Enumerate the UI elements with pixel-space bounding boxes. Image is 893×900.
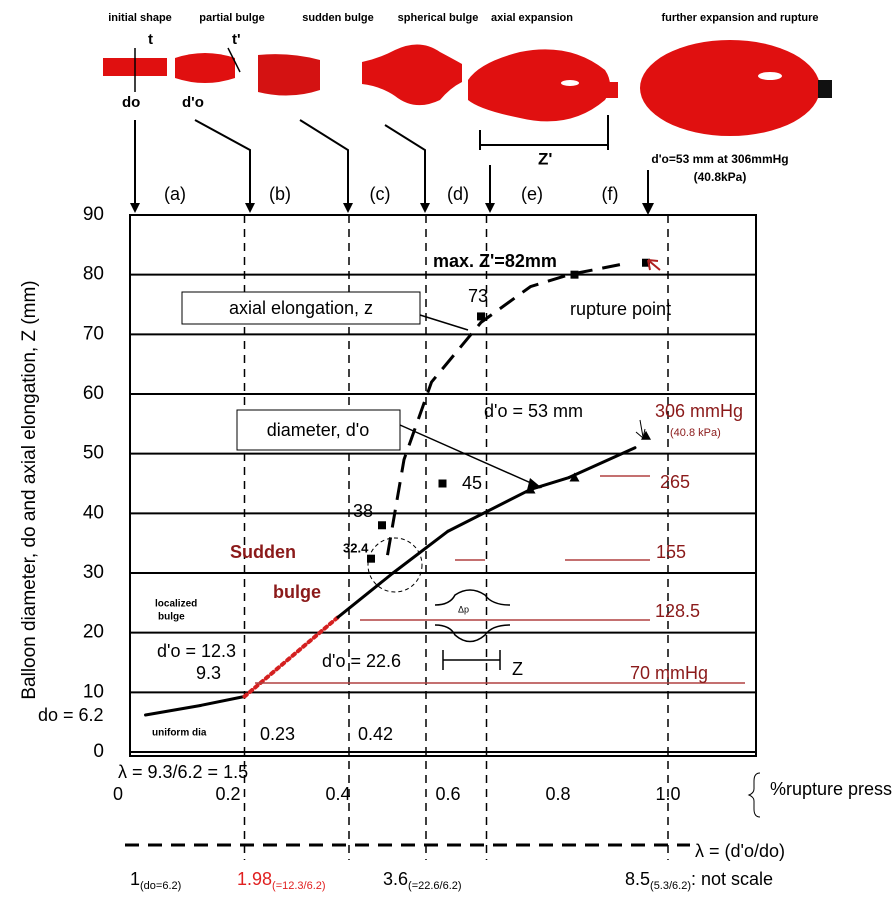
y-tick-label: 90	[83, 204, 104, 225]
line-segment	[336, 571, 395, 619]
marker	[569, 472, 580, 482]
series-line	[386, 261, 630, 556]
annotation: rupture point	[570, 299, 671, 319]
legend-entry: axial elongation, z	[229, 298, 373, 318]
y-tick-label: 10	[83, 681, 104, 702]
lambda-tick: 3.6(=22.6/6.2)	[383, 869, 462, 892]
pressure-lines	[255, 475, 745, 684]
annotation: localized	[155, 599, 197, 610]
annotation: 73	[468, 286, 488, 306]
lambda-tick: 8.5(5.3/6.2): not scale	[625, 869, 773, 892]
marker	[367, 554, 375, 563]
highlight	[367, 537, 423, 593]
annotation: Z	[512, 659, 523, 679]
marker	[438, 479, 447, 488]
stage-name: further expansion and rupture	[661, 12, 818, 24]
top-label: t'	[232, 31, 241, 48]
y-tick-label: 20	[83, 622, 104, 643]
lambda-tick: 1.98(=12.3/6.2)	[237, 869, 326, 892]
x-tick-label: 0.6	[435, 784, 460, 804]
annotation: 0.23	[260, 724, 295, 744]
annotation: Sudden	[230, 542, 296, 562]
callout	[635, 419, 646, 439]
annotation: d'o = 53 mm	[484, 401, 583, 421]
callout	[399, 424, 541, 488]
x-tick-label: 0	[113, 784, 123, 804]
annotation: do = 6.2	[38, 705, 104, 725]
x-tick-label: 0.8	[545, 784, 570, 804]
top-label: d'o=53 mm at 306mmHg	[651, 152, 788, 166]
sketch	[434, 589, 511, 670]
legend-box	[181, 291, 421, 325]
top-label: d'o	[182, 94, 204, 111]
balloon-strip	[103, 40, 832, 150]
annotation: 306 mmHg	[655, 401, 743, 421]
stage-letter: (b)	[269, 184, 291, 204]
arrowheads	[130, 203, 654, 215]
marker	[378, 521, 386, 530]
annotation: λ = 9.3/6.2 = 1.5	[118, 762, 248, 782]
stage-letter: (c)	[370, 184, 391, 204]
stage-name: axial expansion	[491, 12, 573, 24]
marker	[570, 270, 579, 279]
line-segment	[144, 703, 202, 717]
callout	[647, 259, 661, 271]
brace	[747, 772, 761, 818]
y-tick-label: 80	[83, 264, 104, 285]
line-segment	[446, 487, 532, 533]
y-tick-label: 60	[83, 383, 104, 404]
stage-letter: (a)	[164, 184, 186, 204]
annotation: max. Z'=82mm	[433, 251, 557, 271]
callout	[419, 314, 469, 331]
stage-name: sudden bulge	[302, 12, 374, 24]
stage-letter: (d)	[447, 184, 469, 204]
x-axis-label: %rupture pressure, ×100	[770, 779, 893, 799]
annotation: 9.3	[196, 663, 221, 683]
annotation: 70 mmHg	[630, 663, 708, 683]
y-tick-label: 50	[83, 443, 104, 464]
y-tick-label: 0	[93, 741, 104, 762]
stage-name: initial shape	[108, 12, 172, 24]
y-tick-label: 40	[83, 502, 104, 523]
annotation: uniform dia	[152, 728, 207, 739]
stage-letter: (f)	[602, 184, 619, 204]
y-tick-label: 70	[83, 323, 104, 344]
annotation: Δp	[458, 604, 469, 614]
line-segment	[391, 529, 450, 575]
annotation: 32.4	[343, 540, 369, 555]
top-label: t	[148, 31, 153, 48]
annotation: 265	[660, 472, 690, 492]
annotation: bulge	[273, 582, 321, 602]
annotation: 0.42	[358, 724, 393, 744]
stage-name: partial bulge	[199, 12, 264, 24]
y-tick-label: 30	[83, 562, 104, 583]
annotation: 38	[353, 501, 373, 521]
annotation: d'o = 22.6	[322, 651, 401, 671]
stage-letter: (e)	[521, 184, 543, 204]
annotation: d'o = 12.3	[157, 641, 236, 661]
x-tick-label: 0.4	[325, 784, 350, 804]
lambda-tick: 1(do=6.2)	[130, 869, 181, 892]
lambda-label: λ = (d'o/do)	[695, 841, 785, 861]
stage-name: spherical bulge	[398, 12, 479, 24]
legend-entry: diameter, d'o	[267, 420, 370, 440]
line-segment	[199, 695, 246, 707]
annotation: (40.8 kPa)	[670, 427, 721, 439]
callout	[527, 478, 542, 490]
marker	[642, 258, 650, 267]
legend-box	[236, 409, 401, 451]
annotation: 128.5	[655, 601, 700, 621]
top-label: (40.8kPa)	[694, 170, 747, 184]
y-axis-label: Balloon diameter, do and axial elongatio…	[19, 280, 40, 699]
annotation: bulge	[158, 612, 185, 623]
line-segment	[567, 446, 637, 480]
annotation: 45	[462, 473, 482, 493]
marker	[477, 312, 485, 321]
annotation: 155	[656, 542, 686, 562]
x-tick-label: 0.2	[215, 784, 240, 804]
top-label: do	[122, 94, 140, 111]
top-label: Z'	[538, 149, 552, 168]
stage-arrows	[134, 119, 649, 205]
